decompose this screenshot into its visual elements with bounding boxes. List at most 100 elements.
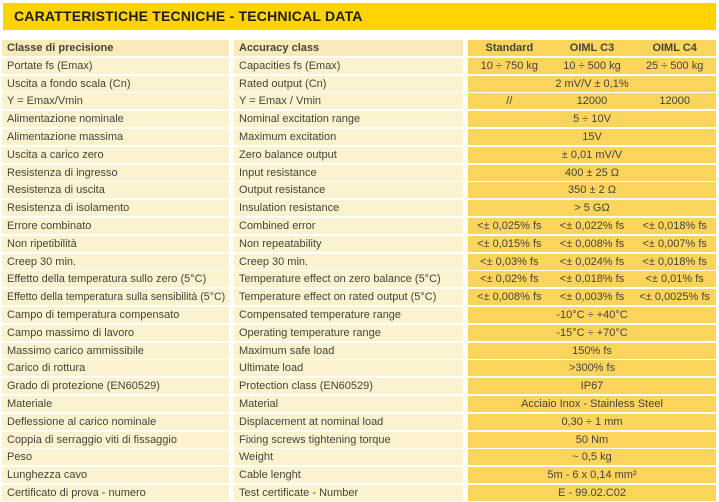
row-values: IP67 [468,378,716,395]
table-row: Peso Weight ~ 0,5 kg [2,449,716,466]
row-values: <± 0,025% fs <± 0,022% fs <± 0,018% fs [468,217,716,234]
table-row: Creep 30 min. Creep 30 min. <± 0,03% fs <± … [2,253,716,270]
table-row: Massimo carico ammissibile Maximum safe l… [2,342,716,359]
row-label-it: Grado di protezione (EN60529) [2,378,229,395]
header-value-columns: Standard OIML C3 OIML C4 [468,40,716,56]
table-row: Resistenza di isolamento Insulation resis… [2,200,716,217]
row-label-it: Alimentazione nominale [2,111,229,128]
value-cell: <± 0,018% fs [642,255,707,268]
row-label-en: Rated output (Cn) [234,75,463,92]
value-cell: 10 ÷ 750 kg [480,59,539,72]
row-label-it: Carico di rottura [2,360,229,377]
table-row: Uscita a carico zero Zero balance output ±… [2,146,716,163]
value-cell: <± 0,007% fs [642,237,707,250]
row-label-it: Non ripetibilità [2,235,229,252]
value-cell: E - 99.02.C02 [558,486,626,499]
value-cell: <± 0,018% fs [559,273,625,286]
value-cell: Acciaio Inox - Stainless Steel [521,397,663,410]
table-row: Resistenza di uscita Output resistance 350… [2,182,716,199]
row-label-it: Y = Emax/Vmin [2,93,229,110]
row-label-it: Portate fs (Emax) [2,57,229,74]
row-label-it: Massimo carico ammissibile [2,342,229,359]
value-cell: 12000 [576,95,608,108]
row-label-en: Zero balance output [234,146,463,163]
row-label-it: Campo massimo di lavoro [2,324,229,341]
row-label-en: Cable lenght [234,467,463,484]
row-label-en: Protection class (EN60529) [234,378,463,395]
value-cell: 400 ± 25 Ω [564,166,620,179]
value-cell: <± 0,03% fs [480,255,539,268]
value-cell: <± 0,008% fs [477,291,542,304]
row-values: 350 ± 2 Ω [468,182,716,199]
table-header-row: Classe di precisione Accuracy class Stan… [2,40,716,56]
table-row: Resistenza di ingresso Input resistance 40… [2,164,716,181]
row-values: <± 0,03% fs <± 0,024% fs <± 0,018% fs [468,253,716,270]
row-label-it: Materiale [2,395,229,412]
table-row: Alimentazione massima Maximum excitation 1… [2,128,716,145]
row-values: 5 ÷ 10V [468,111,716,128]
value-cell: <± 0,025% fs [477,219,542,232]
table-row: Carico di rottura Ultimate load >300% fs [2,360,716,377]
row-label-en: Operating temperature range [234,324,463,341]
value-cell: ± 0,01 mV/V [561,148,623,161]
table-row: Uscita a fondo scala (Cn) Rated output (C… [2,75,716,92]
value-cell: <± 0,01% fs [645,273,704,286]
row-values: 400 ± 25 Ω [468,164,716,181]
table-row: Effetto della temperatura sulla sensibil… [2,289,716,306]
value-cell: 15V [582,130,602,143]
row-label-it: Effetto della temperatura sullo zero (5°… [2,271,229,288]
row-label-it: Effetto della temperatura sulla sensibil… [2,289,229,306]
row-label-it: Uscita a fondo scala (Cn) [2,75,229,92]
table-row: Campo di temperatura compensato Compensat… [2,306,716,323]
value-cell: 25 ÷ 500 kg [645,59,704,72]
row-label-en: Combined error [234,217,463,234]
row-label-en: Displacement at nominal load [234,413,463,430]
value-cell: <± 0,024% fs [559,255,625,268]
row-label-en: Y = Emax / Vmin [234,93,463,110]
value-cell: 2 mV/V ± 0,1% [555,77,629,90]
value-cell: <± 0,015% fs [477,237,542,250]
table-row: Non ripetibilità Non repeatability <± 0,01… [2,235,716,252]
table-row: Portate fs (Emax) Capacities fs (Emax) 10 … [2,57,716,74]
value-cell: IP67 [580,380,604,393]
column-header-oiml-c4: OIML C4 [652,42,697,54]
value-cell: <± 0,0025% fs [639,291,710,304]
value-cell: 350 ± 2 Ω [568,184,616,197]
row-values: -10°C ÷ +40°C [468,306,716,323]
row-label-en: Weight [234,449,463,466]
row-label-en: Temperature effect on rated output (5°C) [234,289,463,306]
row-values: 2 mV/V ± 0,1% [468,75,716,92]
row-label-it: Lunghezza cavo [2,467,229,484]
value-cell: 5 ÷ 10V [573,113,611,126]
row-values: <± 0,008% fs <± 0,003% fs <± 0,0025% fs [468,289,716,306]
page-title-text: CARATTERISTICHE TECNICHE - TECHNICAL DAT… [14,8,363,24]
table-row: Y = Emax/Vmin Y = Emax / Vmin // 12000 12000 [2,93,716,110]
row-label-en: Test certificate - Number [234,484,463,501]
value-cell: <± 0,018% fs [642,219,707,232]
table-row: Grado di protezione (EN60529) Protection … [2,378,716,395]
row-label-it: Resistenza di isolamento [2,200,229,217]
row-label-it: Deflessione al carico nominale [2,413,229,430]
value-cell: -15°C ÷ +70°C [556,326,628,339]
value-cell: 150% fs [572,344,612,357]
row-label-en: Creep 30 min. [234,253,463,270]
row-values: <± 0,015% fs <± 0,008% fs <± 0,007% fs [468,235,716,252]
row-values: 15V [468,128,716,145]
row-label-en: Material [234,395,463,412]
table-row: Lunghezza cavo Cable lenght 5m - 6 x 0,14 … [2,467,716,484]
row-label-en: Non repeatability [234,235,463,252]
table-row: Alimentazione nominale Nominal excitation… [2,111,716,128]
column-header-standard: Standard [485,42,534,54]
row-values: 0,30 ÷ 1 mm [468,413,716,430]
value-cell: >300% fs [568,362,616,375]
row-values: 10 ÷ 750 kg 10 ÷ 500 kg 25 ÷ 500 kg [468,57,716,74]
row-label-en: Maximum excitation [234,128,463,145]
value-cell: 12000 [659,95,690,108]
row-label-en: Nominal excitation range [234,111,463,128]
value-cell: 0,30 ÷ 1 mm [561,415,623,428]
row-label-en: Maximum safe load [234,342,463,359]
value-cell: // [506,95,513,108]
row-label-it: Alimentazione massima [2,128,229,145]
row-values: E - 99.02.C02 [468,484,716,501]
value-cell: 5m - 6 x 0,14 mm² [547,469,637,482]
